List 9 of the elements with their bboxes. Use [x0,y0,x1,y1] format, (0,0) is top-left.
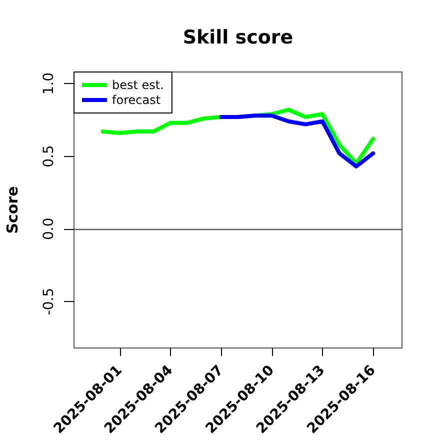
legend-label: best est. [112,78,164,92]
y-tick-label: 0.5 [41,145,57,168]
y-axis-title: Score [4,186,22,234]
line-series [219,114,376,168]
y-tick-label: 0.0 [41,218,57,240]
chart-title: Skill score [182,26,294,48]
y-tick-label: -0.5 [41,288,57,316]
legend-label: forecast [112,93,161,107]
y-tick-label: 1.0 [41,72,57,95]
